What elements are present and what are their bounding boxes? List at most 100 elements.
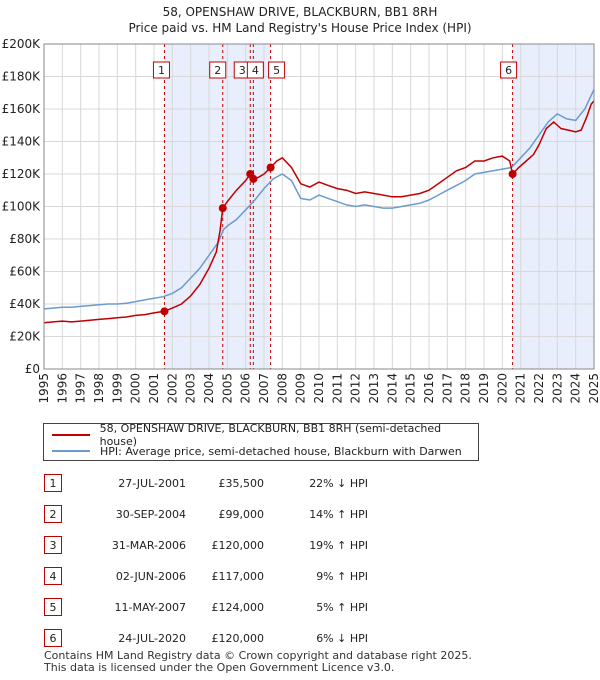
transaction-price: £124,000 <box>211 601 265 614</box>
legend-label-hpi: HPI: Average price, semi-detached house,… <box>100 444 462 458</box>
transaction-price: £35,500 <box>218 477 265 490</box>
transaction-number-badge: 5 <box>44 598 62 616</box>
x-tick-label: 2007 <box>257 373 271 404</box>
sale-point <box>508 170 517 178</box>
x-tick-label: 2015 <box>404 373 418 404</box>
transaction-hpi-diff: 22% ↓ HPI <box>309 477 368 490</box>
x-tick-label: 2019 <box>477 373 491 404</box>
sale-number-badge <box>268 61 286 79</box>
y-tick-label: £80K <box>9 232 41 246</box>
transaction-price: £117,000 <box>211 570 265 583</box>
transaction-date: 31-MAR-2006 <box>111 539 186 552</box>
x-tick-label: 1998 <box>92 373 106 404</box>
x-tick-label: 2011 <box>330 373 344 404</box>
y-tick-label: £200K <box>2 37 42 51</box>
x-tick-label: 2006 <box>239 373 253 404</box>
sale-number-label: 3 <box>239 64 246 77</box>
x-tick-label: 1995 <box>37 373 51 404</box>
footer-attribution: Contains HM Land Registry data © Crown c… <box>44 650 472 674</box>
sale-number-badge <box>209 61 227 79</box>
x-tick-label: 2020 <box>495 373 509 404</box>
x-tick-label: 2024 <box>569 373 583 404</box>
transaction-hpi-diff: 9% ↑ HPI <box>316 570 368 583</box>
x-tick-label: 1999 <box>110 373 124 404</box>
x-tick-label: 2017 <box>440 373 454 404</box>
x-tick-label: 2018 <box>459 373 473 404</box>
transaction-hpi-diff: 14% ↑ HPI <box>309 508 368 521</box>
chart-title: 58, OPENSHAW DRIVE, BLACKBURN, BB1 8RH <box>163 5 438 19</box>
transaction-hpi-diff: 6% ↓ HPI <box>316 632 368 645</box>
y-tick-label: £180K <box>2 70 42 84</box>
y-tick-label: £40K <box>9 297 41 311</box>
x-tick-label: 2012 <box>349 373 363 404</box>
chart-subtitle: Price paid vs. HM Land Registry's House … <box>128 21 471 35</box>
transaction-price: £99,000 <box>218 508 265 521</box>
sale-number-badge <box>500 61 518 79</box>
sale-point <box>249 174 258 183</box>
table-row: 6 24-JUL-2020 £120,000 6% ↓ HPI <box>44 629 424 649</box>
sale-number-label: 4 <box>252 64 259 77</box>
transaction-number-badge: 2 <box>44 505 62 523</box>
x-tick-label: 2009 <box>294 373 308 404</box>
hpi-series-line <box>43 89 595 310</box>
transaction-price: £120,000 <box>211 539 265 552</box>
legend-item-price: 58, OPENSHAW DRIVE, BLACKBURN, BB1 8RH (… <box>52 422 478 448</box>
x-tick-label: 2000 <box>129 373 143 404</box>
sale-number-label: 1 <box>158 64 165 77</box>
x-tick-label: 2022 <box>532 373 546 404</box>
y-tick-label: £140K <box>2 135 42 149</box>
table-row: 1 27-JUL-2001 £35,500 22% ↓ HPI <box>44 474 424 494</box>
sale-number-badge <box>246 61 264 79</box>
sale-number-label: 6 <box>505 64 512 77</box>
x-tick-label: 2002 <box>165 373 179 404</box>
sale-point <box>218 204 227 213</box>
sale-number-badge <box>152 61 170 79</box>
legend-item-hpi: HPI: Average price, semi-detached house,… <box>52 443 462 459</box>
table-row: 2 30-SEP-2004 £99,000 14% ↑ HPI <box>44 505 424 525</box>
transaction-number-badge: 4 <box>44 567 62 585</box>
table-row: 5 11-MAY-2007 £124,000 5% ↑ HPI <box>44 598 424 618</box>
footer-line-licence: This data is licensed under the Open Gov… <box>44 661 395 674</box>
transaction-date: 27-JUL-2001 <box>118 477 186 490</box>
table-row: 4 02-JUN-2006 £117,000 9% ↑ HPI <box>44 567 424 587</box>
x-tick-label: 2004 <box>202 373 216 404</box>
transaction-date: 30-SEP-2004 <box>115 508 186 521</box>
legend-swatch-price <box>52 434 90 436</box>
price-series-line <box>43 100 595 324</box>
x-tick-label: 2010 <box>312 373 326 404</box>
transaction-number-badge: 6 <box>44 629 62 647</box>
x-tick-label: 2003 <box>184 373 198 404</box>
plot-frame <box>43 43 595 370</box>
table-row: 3 31-MAR-2006 £120,000 19% ↑ HPI <box>44 536 424 556</box>
sale-point <box>160 307 169 316</box>
legend-swatch-hpi <box>52 450 90 452</box>
transaction-price: £120,000 <box>211 632 265 645</box>
x-tick-label: 2021 <box>514 373 528 404</box>
transaction-hpi-diff: 19% ↑ HPI <box>309 539 368 552</box>
x-tick-label: 2014 <box>385 373 399 404</box>
transaction-number-badge: 1 <box>44 474 62 492</box>
y-tick-label: £20K <box>9 330 41 344</box>
x-tick-label: 2023 <box>550 373 564 404</box>
footer-line-copyright: Contains HM Land Registry data © Crown c… <box>44 649 472 662</box>
sale-number-label: 2 <box>214 64 221 77</box>
transaction-date: 11-MAY-2007 <box>114 601 186 614</box>
x-tick-label: 1997 <box>74 373 88 404</box>
x-tick-label: 2008 <box>275 373 289 404</box>
x-tick-label: 2025 <box>587 373 600 404</box>
transaction-date: 02-JUN-2006 <box>115 570 186 583</box>
chart-legend: 58, OPENSHAW DRIVE, BLACKBURN, BB1 8RH (… <box>43 422 479 461</box>
x-tick-label: 2013 <box>367 373 381 404</box>
y-tick-label: £60K <box>9 265 41 279</box>
price-chart: 58, OPENSHAW DRIVE, BLACKBURN, BB1 8RH P… <box>2 5 600 404</box>
x-tick-label: 2001 <box>147 373 161 404</box>
transaction-date: 24-JUL-2020 <box>118 632 186 645</box>
y-tick-label: £160K <box>2 102 42 116</box>
x-tick-label: 2016 <box>422 373 436 404</box>
x-tick-label: 1996 <box>55 373 69 404</box>
legend-label-price: 58, OPENSHAW DRIVE, BLACKBURN, BB1 8RH (… <box>99 422 442 448</box>
sale-number-label: 5 <box>273 64 280 77</box>
y-tick-label: £120K <box>2 167 42 181</box>
y-tick-label: £100K <box>2 200 42 214</box>
x-tick-label: 2005 <box>220 373 234 404</box>
